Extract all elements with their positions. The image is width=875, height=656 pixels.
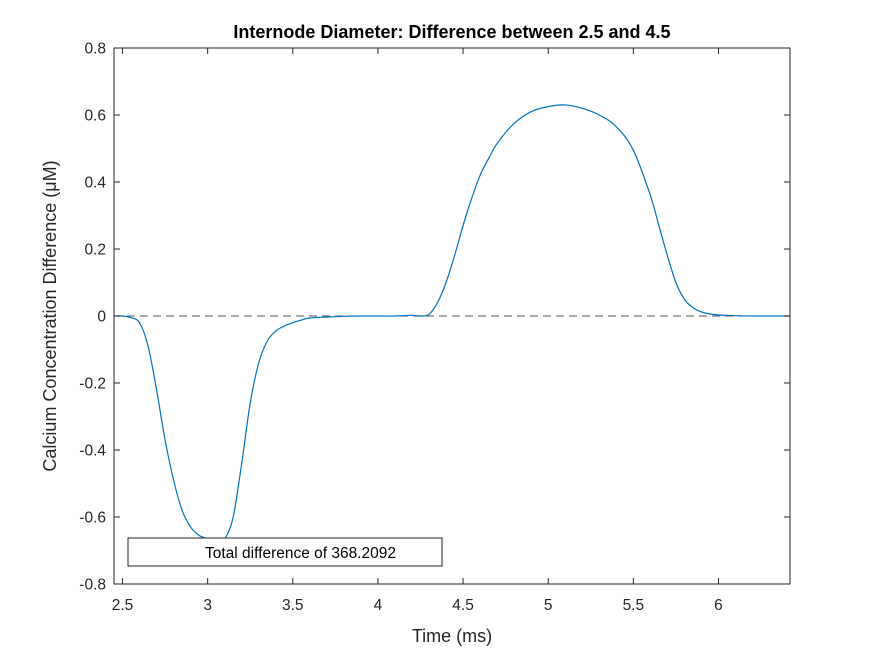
y-axis-label: Calcium Concentration Difference (μM) — [40, 160, 60, 471]
y-tick-label: 0.2 — [84, 242, 106, 259]
x-tick-label: 6 — [714, 597, 723, 614]
series-layer — [113, 104, 790, 542]
x-tick-label: 5 — [544, 597, 553, 614]
x-tick-label: 3.5 — [282, 597, 304, 614]
y-tick-label: -0.6 — [79, 510, 106, 527]
y-tick-label: 0 — [97, 309, 106, 326]
legend-text: Total difference of 368.2092 — [205, 545, 396, 562]
x-tick-label: 4.5 — [452, 597, 474, 614]
y-tick-label: -0.4 — [79, 443, 106, 460]
x-tick-label: 2.5 — [112, 597, 134, 614]
x-tick-label: 4 — [374, 597, 383, 614]
chart-title: Internode Diameter: Difference between 2… — [233, 22, 670, 42]
y-tick-label: 0.8 — [84, 41, 106, 58]
legend: Total difference of 368.2092 — [127, 537, 443, 567]
y-tick-label: 0.4 — [84, 175, 106, 192]
series-line-0 — [113, 104, 790, 542]
x-tick-label: 5.5 — [623, 597, 645, 614]
x-tick-label: 3 — [203, 597, 212, 614]
y-tick-label: -0.8 — [79, 577, 106, 594]
x-axis-label: Time (ms) — [412, 626, 492, 646]
y-tick-label: -0.2 — [79, 376, 106, 393]
y-tick-label: 0.6 — [84, 108, 106, 125]
y-tick-layer: -0.8 -0.6 -0.4 -0.2 0 0.2 0.4 0.6 0.8 — [79, 41, 790, 594]
legend-box — [127, 537, 443, 567]
x-tick-layer: 2.5 3 3.5 4 4.5 5 5.5 6 — [112, 48, 723, 614]
